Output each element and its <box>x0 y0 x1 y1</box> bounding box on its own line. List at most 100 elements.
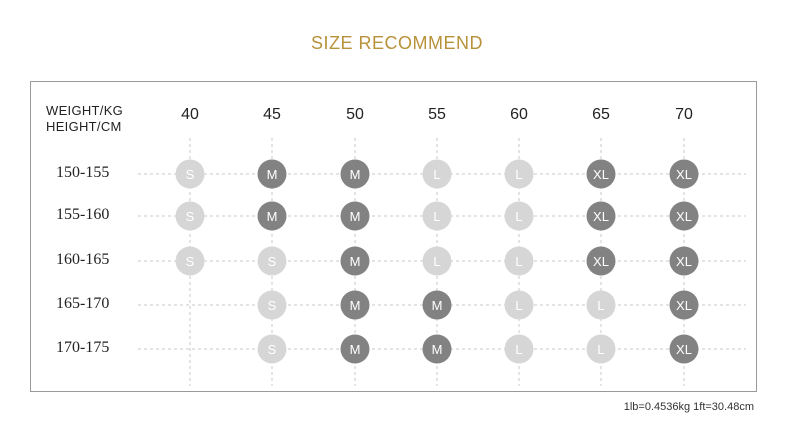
row-label-155-160: 155-160 <box>56 206 110 223</box>
size-circle <box>340 290 370 320</box>
size-label: XL <box>593 254 609 269</box>
row-label-160-165: 160-165 <box>56 251 110 268</box>
size-circle <box>340 159 370 189</box>
size-cell-150-155-45: M <box>257 159 287 189</box>
size-circle <box>669 334 699 364</box>
size-cell-170-175-65: L <box>586 334 616 364</box>
size-circle <box>257 201 287 231</box>
size-cell-150-155-55: L <box>422 159 452 189</box>
size-cell-165-170-60: L <box>504 290 534 320</box>
size-label: L <box>597 298 604 313</box>
size-cell-155-160-50: M <box>340 201 370 231</box>
size-label: L <box>515 298 522 313</box>
size-label: L <box>515 342 522 357</box>
size-circle <box>175 159 205 189</box>
size-cell-155-160-55: L <box>422 201 452 231</box>
size-cell-170-175-55: M <box>422 334 452 364</box>
conversion-note: 1lb=0.4536kg 1ft=30.48cm <box>623 401 754 413</box>
row-label-170-175: 170-175 <box>56 339 110 356</box>
size-cell-165-170-45: S <box>257 290 287 320</box>
size-cell-155-160-65: XL <box>586 201 616 231</box>
column-label-50: 50 <box>346 106 364 123</box>
chart-frame <box>30 81 757 392</box>
size-cell-155-160-45: M <box>257 201 287 231</box>
size-label: M <box>350 298 361 313</box>
size-cell-165-170-50: M <box>340 290 370 320</box>
size-label: M <box>432 298 443 313</box>
size-circle <box>669 290 699 320</box>
size-cell-170-175-60: L <box>504 334 534 364</box>
size-circle <box>586 334 616 364</box>
size-circle <box>340 334 370 364</box>
size-label: XL <box>593 209 609 224</box>
size-cell-170-175-45: S <box>257 334 287 364</box>
size-label: XL <box>676 167 692 182</box>
size-circle <box>669 159 699 189</box>
size-circle <box>422 246 452 276</box>
size-cell-150-155-50: M <box>340 159 370 189</box>
size-label: S <box>268 254 277 269</box>
size-label: XL <box>676 298 692 313</box>
column-label-60: 60 <box>510 106 528 123</box>
size-label: S <box>268 342 277 357</box>
size-label: M <box>350 342 361 357</box>
size-label: S <box>268 298 277 313</box>
size-cell-155-160-60: L <box>504 201 534 231</box>
column-label-45: 45 <box>263 106 281 123</box>
size-label: S <box>186 209 195 224</box>
size-label: XL <box>676 342 692 357</box>
column-label-55: 55 <box>428 106 446 123</box>
size-circle <box>669 201 699 231</box>
column-label-65: 65 <box>592 106 610 123</box>
size-cell-165-170-65: L <box>586 290 616 320</box>
row-label-150-155: 150-155 <box>56 164 110 181</box>
size-circle <box>586 201 616 231</box>
size-cell-160-165-60: L <box>504 246 534 276</box>
size-label: M <box>350 254 361 269</box>
size-label: M <box>350 167 361 182</box>
size-circle <box>504 201 534 231</box>
size-cell-150-155-60: L <box>504 159 534 189</box>
size-circle <box>586 246 616 276</box>
size-cell-150-155-40: S <box>175 159 205 189</box>
size-cell-160-165-65: XL <box>586 246 616 276</box>
size-cell-160-165-45: S <box>257 246 287 276</box>
size-circle <box>175 246 205 276</box>
size-label: S <box>186 167 195 182</box>
size-cell-150-155-65: XL <box>586 159 616 189</box>
size-cell-160-165-55: L <box>422 246 452 276</box>
size-circle <box>504 246 534 276</box>
size-circle <box>340 246 370 276</box>
size-circle <box>504 334 534 364</box>
column-label-70: 70 <box>675 106 693 123</box>
size-cell-160-165-40: S <box>175 246 205 276</box>
size-circle <box>504 159 534 189</box>
size-circle <box>422 290 452 320</box>
size-cell-160-165-70: XL <box>669 246 699 276</box>
weight-header-label: WEIGHT/KG <box>46 103 124 118</box>
size-cell-170-175-70: XL <box>669 334 699 364</box>
size-circle <box>422 334 452 364</box>
size-circle <box>340 201 370 231</box>
size-label: M <box>267 167 278 182</box>
row-label-165-170: 165-170 <box>56 295 110 312</box>
size-circle <box>586 159 616 189</box>
size-label: M <box>432 342 443 357</box>
size-circle <box>669 246 699 276</box>
column-label-40: 40 <box>181 106 199 123</box>
size-circle <box>504 290 534 320</box>
size-cell-160-165-50: M <box>340 246 370 276</box>
size-cell-155-160-70: XL <box>669 201 699 231</box>
size-label: L <box>597 342 604 357</box>
size-label: XL <box>676 254 692 269</box>
size-circle <box>175 201 205 231</box>
size-circle <box>257 290 287 320</box>
size-circle <box>257 246 287 276</box>
size-cell-155-160-40: S <box>175 201 205 231</box>
size-cell-150-155-70: XL <box>669 159 699 189</box>
size-label: M <box>350 209 361 224</box>
size-cell-170-175-50: M <box>340 334 370 364</box>
size-circle <box>586 290 616 320</box>
